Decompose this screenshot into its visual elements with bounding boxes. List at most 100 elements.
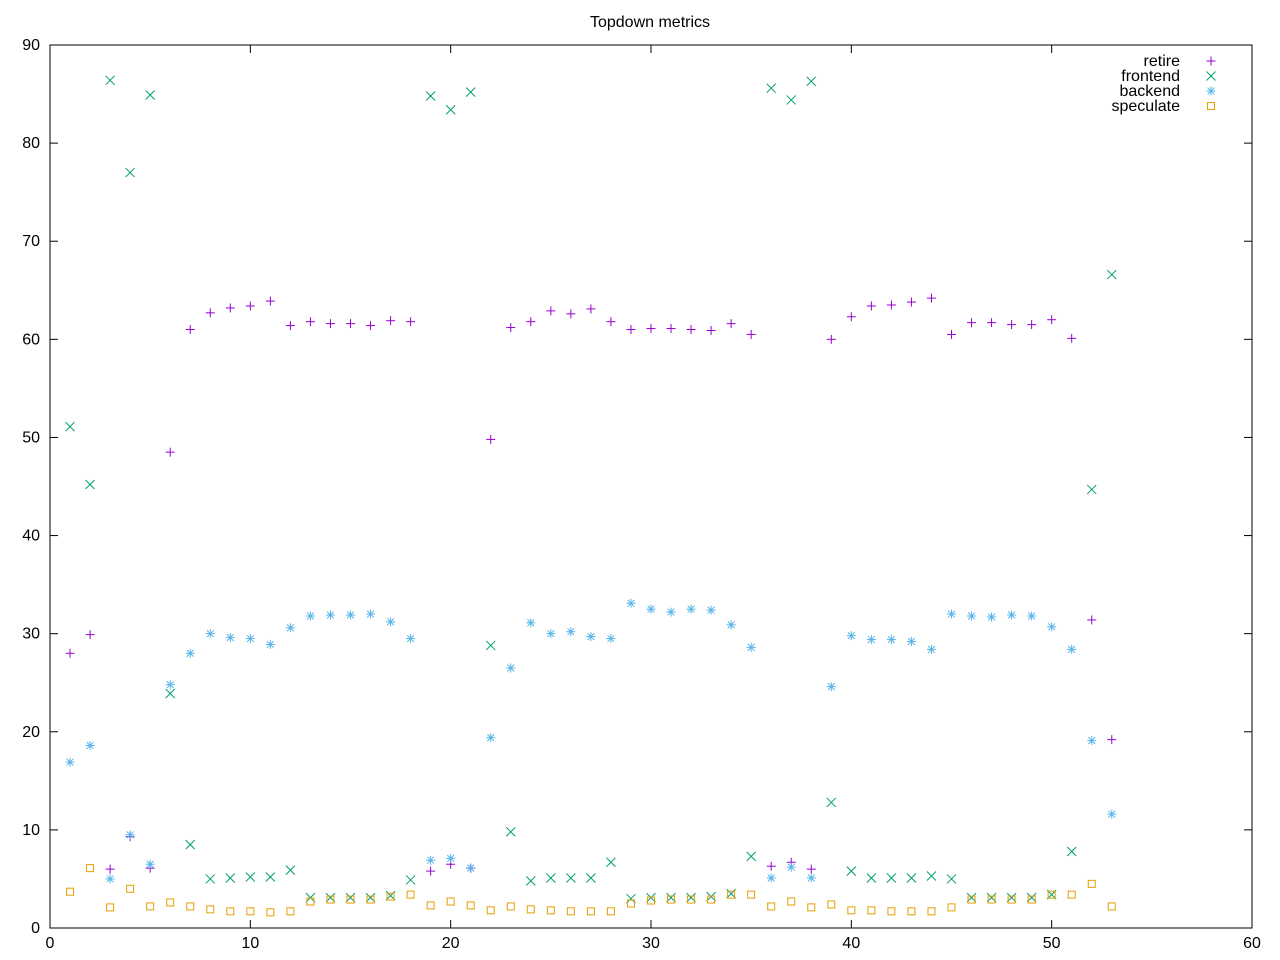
backend-point [65, 757, 75, 767]
frontend-point [846, 866, 857, 876]
speculate-point [847, 906, 856, 915]
speculate-point [526, 905, 535, 914]
retire-point [766, 861, 776, 871]
backend-point [626, 598, 636, 608]
retire-point [1087, 615, 1097, 625]
retire-point [285, 321, 295, 331]
frontend-point [606, 857, 616, 868]
axes: 0 10 20 30 40 50 60 0 10 20 30 40 50 60 70 80 90 [22, 37, 1261, 952]
backend-point [466, 863, 476, 873]
y-tick-label: 10 [22, 822, 40, 839]
retire-point [626, 325, 636, 335]
speculate-point [126, 884, 135, 893]
frontend-point [125, 167, 135, 178]
retire-point [926, 293, 936, 303]
backend-point [446, 853, 456, 863]
backend-point [1027, 611, 1037, 621]
backend-point [586, 632, 596, 642]
backend-point [786, 862, 796, 872]
frontend-point [806, 76, 817, 87]
speculate-point [1067, 890, 1076, 899]
backend-point [486, 733, 496, 743]
retire-point [386, 316, 396, 326]
frontend-point [786, 95, 797, 105]
speculate-point [466, 901, 475, 910]
retire-point [185, 325, 195, 335]
backend-point [406, 634, 416, 644]
backend-point [1067, 644, 1077, 654]
frontend-point [926, 871, 937, 881]
y-tick-label: 50 [22, 429, 40, 446]
backend-point [606, 634, 616, 644]
speculate-point [66, 887, 75, 896]
frontend-point [946, 874, 957, 884]
speculate-point [566, 907, 575, 916]
backend-point [686, 604, 696, 614]
frontend-point [545, 873, 556, 883]
legend-marker-retire [1206, 56, 1216, 66]
backend-point [947, 609, 956, 619]
frontend-point [906, 873, 917, 883]
retire-point [746, 329, 756, 339]
retire-point [1107, 735, 1117, 745]
backend-point [826, 682, 836, 692]
backend-point [566, 627, 576, 637]
retire-point [666, 324, 676, 334]
speculate-point [326, 895, 335, 904]
backend-point [105, 874, 115, 884]
legend-marker-frontend [1206, 71, 1216, 81]
x-tick-label: 30 [642, 935, 660, 952]
retire-point [85, 630, 95, 640]
retire-point [366, 321, 376, 331]
y-tick-label: 90 [22, 37, 40, 54]
backend-point [225, 633, 235, 643]
speculate-point [266, 908, 275, 917]
backend-point [967, 611, 977, 621]
speculate-point [146, 902, 155, 911]
retire-point [1047, 315, 1057, 325]
retire-point [245, 301, 255, 311]
frontend-point [445, 104, 456, 115]
backend-point [926, 644, 936, 654]
frontend-point [285, 865, 296, 875]
chart-title: Topdown metrics [590, 14, 710, 31]
x-tick-label: 60 [1243, 935, 1261, 952]
backend-point [506, 663, 516, 673]
speculate-point [1007, 895, 1016, 904]
speculate-point [446, 897, 455, 906]
speculate-point [186, 902, 195, 911]
x-tick-label: 10 [241, 935, 259, 952]
frontend-point [245, 872, 256, 882]
backend-point [746, 642, 756, 652]
speculate-point [486, 906, 495, 915]
backend-point [85, 741, 95, 751]
y-tick-label: 60 [22, 331, 40, 348]
retire-point [325, 319, 335, 329]
speculate-point [106, 903, 115, 912]
frontend-point [425, 91, 436, 101]
retire-point [706, 326, 716, 336]
retire-point [947, 329, 956, 339]
backend-point [185, 648, 195, 658]
backend-point [1107, 809, 1117, 819]
frontend-point [265, 872, 276, 882]
frontend-point [566, 873, 576, 883]
backend-point [285, 623, 295, 633]
speculate-point [1087, 879, 1096, 888]
y-tick-label: 0 [31, 920, 40, 937]
legend-label-retire: retire [1144, 53, 1181, 70]
data-points [65, 75, 1117, 917]
frontend-point [225, 873, 236, 883]
backend-point [726, 620, 736, 630]
speculate-point [546, 906, 555, 915]
frontend-point [746, 851, 757, 862]
retire-point [486, 434, 496, 444]
series-backend [65, 598, 1117, 884]
retire-point [426, 866, 436, 876]
frontend-point [766, 83, 777, 94]
frontend-point [105, 75, 115, 86]
backend-point [386, 617, 396, 627]
speculate-point [86, 864, 95, 873]
x-tick-label: 20 [442, 935, 460, 952]
